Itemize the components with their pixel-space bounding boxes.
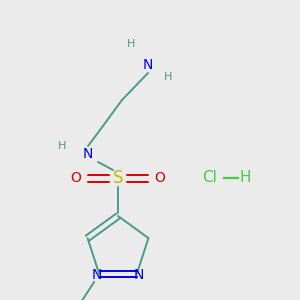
Text: O: O: [70, 171, 81, 185]
Text: H: H: [239, 170, 251, 185]
Text: H: H: [127, 39, 135, 49]
Text: S: S: [113, 169, 123, 187]
Text: N: N: [92, 268, 102, 282]
Text: H: H: [164, 72, 172, 82]
Text: O: O: [154, 171, 165, 185]
Text: H: H: [58, 141, 66, 151]
Text: N: N: [143, 58, 153, 72]
Text: Cl: Cl: [202, 170, 217, 185]
Text: N: N: [134, 268, 144, 282]
Text: N: N: [83, 147, 93, 161]
